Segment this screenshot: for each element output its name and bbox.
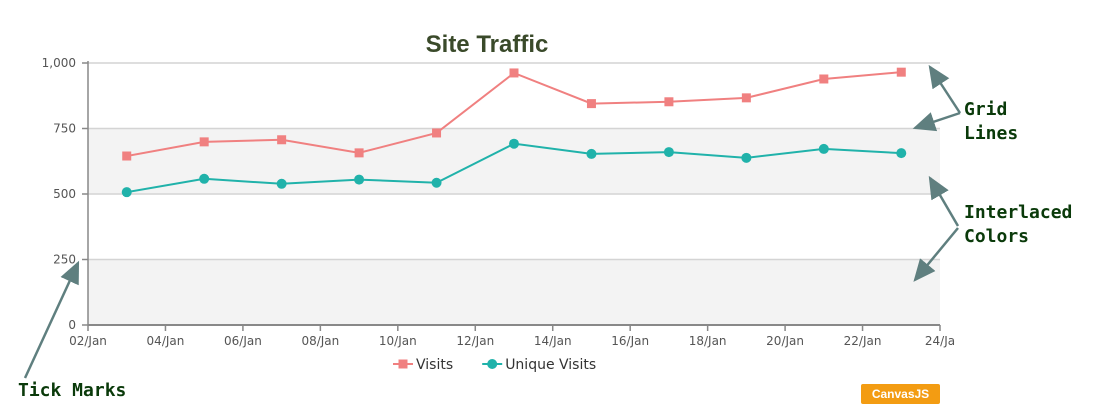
data-point-square bbox=[664, 97, 674, 107]
y-tick-label: 500 bbox=[53, 187, 76, 201]
x-tick-label: 12/Jan bbox=[456, 334, 494, 348]
canvasjs-badge[interactable]: CanvasJS bbox=[861, 384, 940, 404]
arrow-tick-marks bbox=[23, 260, 80, 379]
data-point-circle bbox=[276, 178, 287, 189]
x-axis-ticks: 02/Jan 04/Jan 06/Jan 08/Jan 10/Jan 12/Jan 14/J… bbox=[69, 325, 955, 348]
annotation-grid-lines: Grid Lines bbox=[964, 99, 1019, 144]
x-tick-label: 18/Jan bbox=[689, 334, 727, 348]
data-point-square bbox=[277, 135, 287, 145]
arrow-grid-top bbox=[928, 64, 962, 114]
data-point-square bbox=[509, 68, 519, 78]
x-tick-label: 14/Jan bbox=[534, 334, 572, 348]
x-tick-label: 04/Jan bbox=[147, 334, 185, 348]
x-tick-label: 06/Jan bbox=[224, 334, 262, 348]
data-point-square bbox=[122, 151, 132, 161]
y-tick-label: 1,000 bbox=[42, 56, 76, 70]
data-point-circle bbox=[354, 174, 365, 185]
interlaced-band bbox=[88, 259, 940, 325]
x-tick-label: 16/Jan bbox=[611, 334, 649, 348]
data-point-circle bbox=[199, 173, 210, 184]
data-point-square bbox=[896, 67, 906, 77]
legend[interactable]: Visits Unique Visits bbox=[393, 357, 596, 373]
data-point-circle bbox=[509, 138, 519, 149]
arrow-interlaced-top bbox=[928, 175, 960, 227]
y-tick-label: 250 bbox=[53, 253, 76, 267]
legend-label: Visits bbox=[416, 357, 453, 373]
annotation-interlaced-colors: Interlaced Colors bbox=[964, 202, 1073, 247]
y-tick-label: 750 bbox=[53, 122, 76, 136]
data-point-square bbox=[432, 128, 442, 138]
data-point-circle bbox=[431, 177, 442, 188]
interlaced-band bbox=[88, 128, 940, 194]
legend-label: Unique Visits bbox=[505, 357, 596, 373]
annotation-arrows bbox=[23, 64, 962, 379]
data-point-square bbox=[199, 137, 209, 147]
x-tick-label: 02/Jan bbox=[69, 334, 107, 348]
chart-title: Site Traffic bbox=[426, 31, 549, 58]
data-point-square bbox=[354, 148, 364, 158]
legend-marker bbox=[398, 359, 408, 369]
interlaced-bands bbox=[88, 128, 940, 325]
legend-marker bbox=[487, 359, 498, 369]
x-tick-label: 24/Ja bbox=[925, 334, 955, 348]
data-point-circle bbox=[896, 148, 907, 159]
data-point-square bbox=[586, 99, 596, 109]
arrow-interlaced-bottom bbox=[913, 227, 959, 282]
data-point-circle bbox=[586, 148, 597, 159]
data-point-circle bbox=[663, 147, 674, 158]
data-point-square bbox=[741, 93, 751, 103]
x-tick-label: 10/Jan bbox=[379, 334, 417, 348]
x-tick-label: 22/Jan bbox=[844, 334, 882, 348]
y-axis-ticks: 0 250 500 750 1,000 bbox=[42, 56, 88, 332]
data-point-square bbox=[819, 74, 829, 84]
data-point-circle bbox=[818, 143, 829, 154]
data-point-circle bbox=[121, 187, 132, 198]
x-tick-label: 20/Jan bbox=[766, 334, 804, 348]
data-point-circle bbox=[741, 152, 752, 163]
arrow-grid-bottom bbox=[912, 111, 961, 132]
x-tick-label: 08/Jan bbox=[301, 334, 339, 348]
series-group bbox=[121, 67, 907, 198]
axes bbox=[87, 61, 940, 326]
y-tick-label: 0 bbox=[68, 318, 76, 332]
annotation-tick-marks: Tick Marks bbox=[18, 380, 127, 401]
